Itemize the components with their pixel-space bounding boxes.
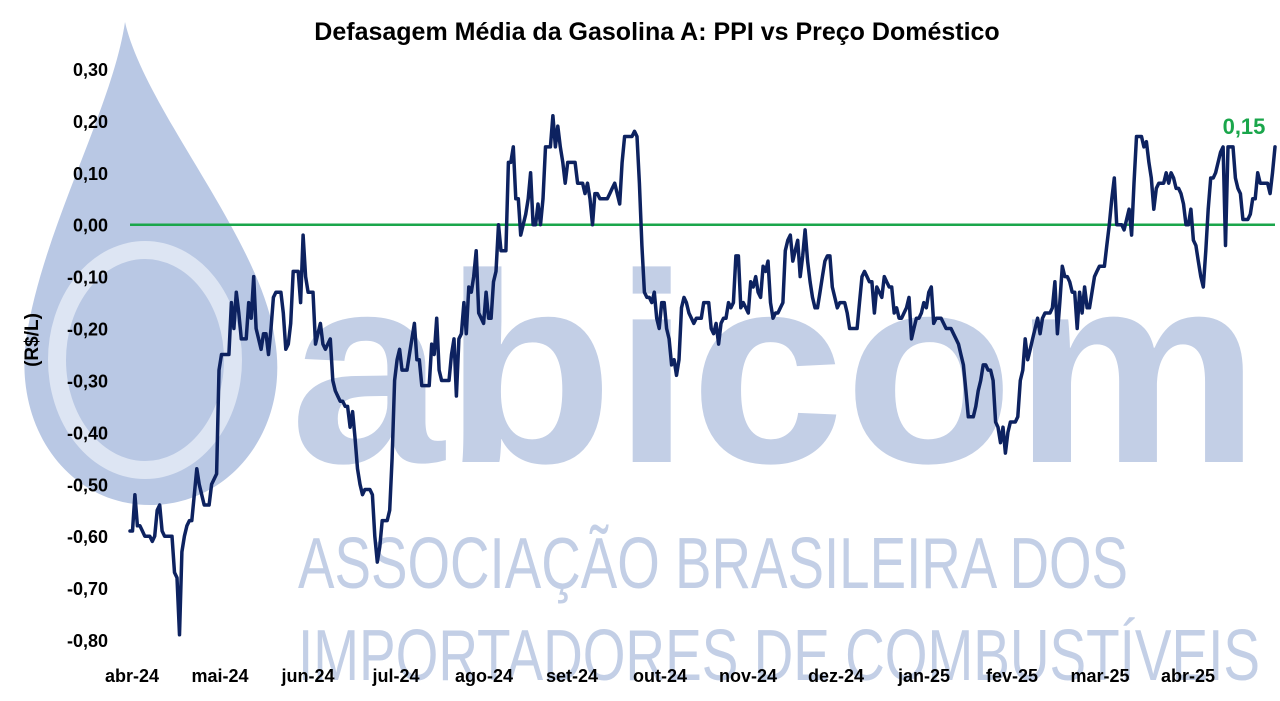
y-tick-label: -0,80 <box>67 631 108 651</box>
abicom-watermark: abicom ASSOCIAÇÃO BRASILEIRA DOS IMPORTA… <box>24 22 1260 696</box>
y-axis-ticks: 0,30 0,20 0,10 0,00 -0,10 -0,20 -0,30 -0,40 -0,5… <box>67 60 108 651</box>
x-tick-label: ago-24 <box>455 666 513 686</box>
x-tick-label: abr-25 <box>1161 666 1215 686</box>
x-tick-label: out-24 <box>633 666 687 686</box>
y-tick-label: -0,50 <box>67 475 108 495</box>
x-tick-label: nov-24 <box>719 666 777 686</box>
x-tick-label: fev-25 <box>986 666 1038 686</box>
watermark-line-2: IMPORTADORES DE COMBUSTÍVEIS <box>298 616 1260 696</box>
x-tick-label: abr-24 <box>105 666 159 686</box>
x-tick-label: mai-24 <box>191 666 248 686</box>
y-tick-label: 0,30 <box>73 60 108 80</box>
x-tick-label: jan-25 <box>897 666 950 686</box>
y-tick-label: -0,60 <box>67 527 108 547</box>
drop-logo-icon <box>24 22 278 505</box>
x-tick-label: dez-24 <box>808 666 864 686</box>
x-axis-ticks: abr-24 mai-24 jun-24 jul-24 ago-24 set-24 out-… <box>105 666 1215 686</box>
chart-title: Defasagem Média da Gasolina A: PPI vs Pr… <box>314 18 999 46</box>
x-tick-label: jul-24 <box>371 666 419 686</box>
x-tick-label: set-24 <box>546 666 598 686</box>
globe-icon <box>48 241 242 479</box>
y-tick-label: 0,00 <box>73 216 108 236</box>
y-tick-label: 0,20 <box>73 112 108 132</box>
y-tick-label: -0,70 <box>67 579 108 599</box>
y-tick-label: -0,20 <box>67 320 108 340</box>
x-tick-label: mar-25 <box>1070 666 1129 686</box>
series-line <box>128 113 1277 637</box>
watermark-logo-text: abicom <box>290 219 1260 520</box>
x-tick-label: jun-24 <box>280 666 334 686</box>
y-axis-label: (R$/L) <box>22 313 43 367</box>
y-tick-label: -0,30 <box>67 371 108 391</box>
y-tick-label: -0,10 <box>67 268 108 288</box>
last-value-label: 0,15 <box>1223 114 1266 139</box>
y-tick-label: -0,40 <box>67 423 108 443</box>
y-tick-label: 0,10 <box>73 164 108 184</box>
watermark-line-1: ASSOCIAÇÃO BRASILEIRA DOS <box>298 524 1128 604</box>
